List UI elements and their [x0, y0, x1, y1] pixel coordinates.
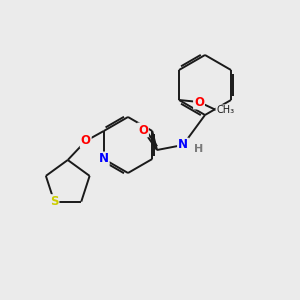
Text: CH₃: CH₃ — [216, 105, 234, 115]
Text: H: H — [194, 144, 204, 154]
Text: S: S — [50, 195, 58, 208]
Text: O: O — [138, 124, 148, 136]
Text: N: N — [99, 152, 109, 166]
Text: O: O — [81, 134, 91, 148]
Text: N: N — [178, 139, 188, 152]
Text: O: O — [194, 95, 204, 109]
